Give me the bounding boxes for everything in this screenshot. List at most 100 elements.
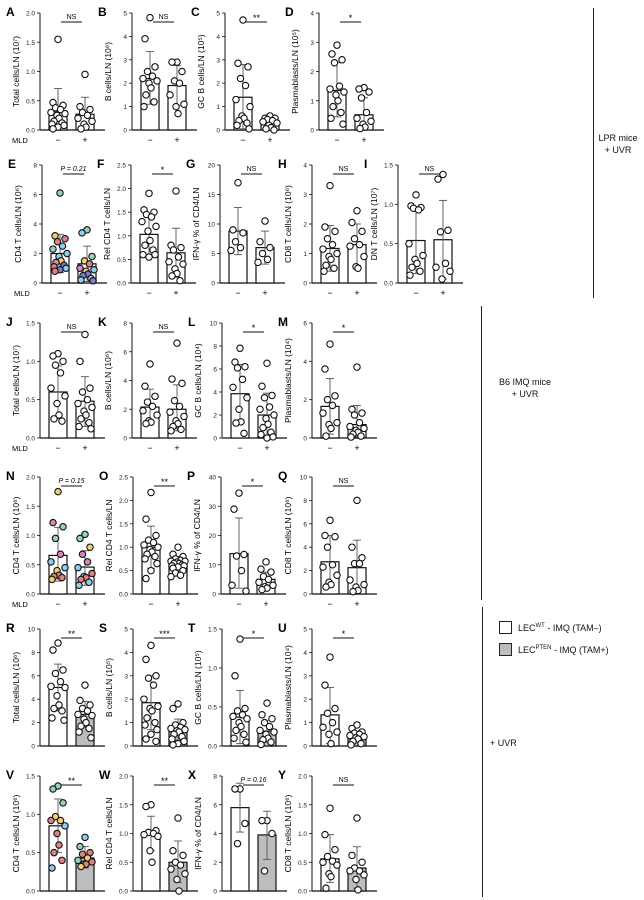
data-point <box>151 250 159 259</box>
x-group-label: − <box>146 288 151 298</box>
data-point <box>232 552 241 560</box>
y-tick-label: 4 <box>303 163 307 170</box>
data-point <box>49 785 57 793</box>
data-point <box>78 850 87 858</box>
data-point <box>176 276 184 285</box>
y-tick-label: 0.5 <box>117 257 126 264</box>
data-point <box>319 563 327 571</box>
y-axis-label: Total cells/LN (10⁷) <box>11 345 21 416</box>
data-point <box>165 258 173 266</box>
data-point <box>61 822 69 830</box>
y-tick-label: 3 <box>303 673 307 680</box>
x-group-label: − <box>147 443 152 453</box>
data-point <box>50 848 58 857</box>
panel-a: A Total cells/LN (10⁷) 0.0 0.5 1.0 1.5 2.0 − + ML… <box>6 5 105 145</box>
data-point <box>56 369 65 377</box>
data-point <box>166 91 174 99</box>
data-point <box>51 534 60 543</box>
y-tick-label: 1.5 <box>208 627 217 634</box>
data-point <box>59 666 67 674</box>
data-point <box>333 41 341 49</box>
data-point <box>347 741 355 749</box>
y-tick-label: 2 <box>33 251 37 258</box>
y-tick-label: 3 <box>303 192 307 199</box>
data-point <box>75 422 83 431</box>
data-point <box>50 415 58 423</box>
panel-u: U Plasmablasts/LN (10⁴) 0 1 2 3 4 5 * <box>278 621 377 751</box>
y-tick-label: 2 <box>216 81 220 88</box>
y-tick-label: 2.0 <box>119 774 128 781</box>
panel-c: C GC B cells/LN (10⁵) 0 1 2 3 4 5 − + ** <box>191 5 290 145</box>
data-point <box>327 424 335 433</box>
data-point <box>444 226 452 235</box>
y-tick-label: 0.0 <box>119 889 128 896</box>
data-point <box>81 70 89 79</box>
data-point <box>432 263 440 272</box>
y-tick-label: 0.0 <box>208 744 217 751</box>
data-point <box>353 721 361 729</box>
panel-letter: R <box>6 621 15 635</box>
data-point <box>321 365 329 373</box>
significance-label: * <box>252 323 256 333</box>
data-point <box>177 243 185 252</box>
data-point <box>77 276 85 284</box>
data-point <box>328 401 337 410</box>
panel-d: D Plasmablasts/LN (10⁵) 0 1 2 3 4 − + * <box>285 5 384 145</box>
data-point <box>232 726 240 735</box>
data-point <box>149 681 158 689</box>
data-point <box>348 851 356 860</box>
panel-letter: T <box>188 621 196 635</box>
group-label-b6-line1: B6 IMQ mice <box>498 377 551 387</box>
panel-letter: W <box>99 768 111 782</box>
y-tick-label: 8 <box>31 650 35 657</box>
data-point <box>326 340 334 348</box>
y-tick-label: 2 <box>303 222 307 229</box>
data-point <box>354 264 362 272</box>
data-point <box>328 240 337 249</box>
significance-label: * <box>161 165 165 175</box>
data-point <box>78 229 86 237</box>
y-tick-label: 0.0 <box>26 128 35 135</box>
data-point <box>238 375 247 384</box>
data-point <box>416 267 424 275</box>
data-point <box>81 833 89 842</box>
data-point <box>323 543 332 551</box>
y-tick-label: 2 <box>213 413 217 420</box>
data-point <box>365 88 373 96</box>
data-point <box>234 178 242 187</box>
data-point <box>54 487 62 496</box>
data-point <box>58 707 66 715</box>
data-point <box>77 125 85 133</box>
y-tick-label: 0.5 <box>26 397 35 404</box>
data-point <box>140 541 148 549</box>
y-tick-label: 0 <box>310 128 314 135</box>
y-tick-label: 2 <box>123 407 127 414</box>
data-point <box>436 228 445 236</box>
y-tick-label: 2.0 <box>119 498 128 505</box>
data-point <box>355 559 364 568</box>
data-point <box>267 738 275 746</box>
data-point <box>333 728 341 736</box>
data-point <box>81 681 89 689</box>
y-tick-label: 8 <box>123 321 127 328</box>
data-point <box>143 67 152 76</box>
data-point <box>229 226 237 234</box>
y-tick-label: 0 <box>213 889 217 896</box>
x-group-label: − <box>237 443 242 453</box>
data-point <box>245 125 253 133</box>
data-point <box>148 402 157 411</box>
x-group-label: + <box>361 135 366 145</box>
x-axis-title: MLD <box>12 600 28 609</box>
data-point <box>233 121 241 130</box>
panel-i: I DN T cells/LN (10⁷) 0.0 0.5 1.0 1.5 − + NS <box>364 157 463 298</box>
panel-letter: O <box>99 469 108 483</box>
data-point <box>270 728 278 736</box>
data-point <box>74 399 82 408</box>
panel-letter: P <box>187 469 195 483</box>
data-point <box>263 434 271 442</box>
data-point <box>232 419 240 427</box>
data-point <box>61 109 69 118</box>
data-point <box>55 701 63 709</box>
y-tick-label: 2.0 <box>117 186 126 193</box>
data-point <box>260 393 269 402</box>
